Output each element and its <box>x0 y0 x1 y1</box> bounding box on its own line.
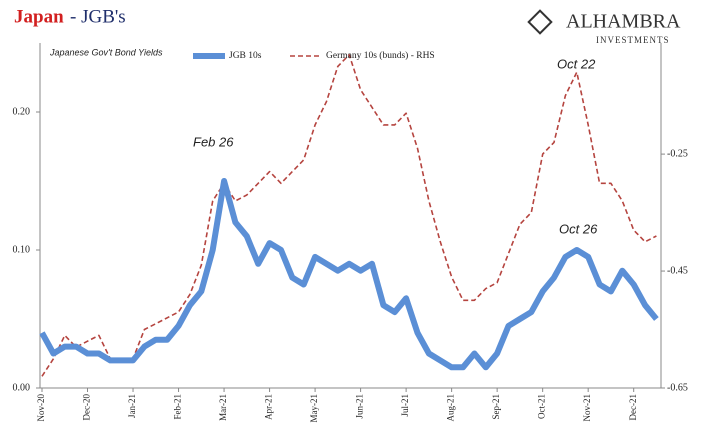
logo-text: ALHAMBRA <box>566 11 681 33</box>
x-tick-label: Dec-20 <box>82 394 92 421</box>
x-tick-label: Oct-21 <box>537 394 547 419</box>
legend-label: Germany 10s (bunds) - RHS <box>326 50 435 61</box>
x-tick-label: Mar-21 <box>218 394 228 421</box>
subtitle: Japanese Gov't Bond Yields <box>49 47 163 57</box>
series-line <box>39 178 659 371</box>
y2-tick-label: -0.25 <box>667 148 688 159</box>
x-tick-label: Dec-21 <box>628 394 638 421</box>
x-tick-label: Jun-21 <box>355 394 365 419</box>
annotation: Oct 26 <box>559 221 598 236</box>
x-tick-label: Jan-21 <box>127 394 137 418</box>
annotation: Oct 22 <box>557 56 596 71</box>
annotation: Feb 26 <box>193 134 234 149</box>
y2-tick-label: -0.45 <box>667 265 688 276</box>
x-tick-label: Aug-21 <box>446 394 456 422</box>
x-tick-label: Nov-20 <box>36 394 46 422</box>
x-tick-label: Apr-21 <box>264 394 274 420</box>
legend-label: JGB 10s <box>229 51 262 61</box>
y-tick-label: 0.00 <box>13 382 31 393</box>
y2-tick-label: -0.65 <box>667 382 688 393</box>
y-tick-label: 0.20 <box>13 106 31 117</box>
logo-icon <box>527 9 553 35</box>
x-tick-label: Feb-21 <box>173 394 183 420</box>
chart-title: - JGB's <box>70 6 126 27</box>
logo: ALHAMBRA INVESTMENTS <box>527 9 681 45</box>
x-tick-label: Jul-21 <box>400 394 410 417</box>
y-tick-label: 0.10 <box>13 244 31 255</box>
chart-title: Japan <box>14 6 64 27</box>
logo-text: INVESTMENTS <box>596 35 670 45</box>
x-tick-label: May-21 <box>309 394 319 423</box>
x-tick-label: Nov-21 <box>582 394 592 422</box>
x-tick-label: Sep-21 <box>491 394 501 420</box>
series-line <box>41 53 657 377</box>
